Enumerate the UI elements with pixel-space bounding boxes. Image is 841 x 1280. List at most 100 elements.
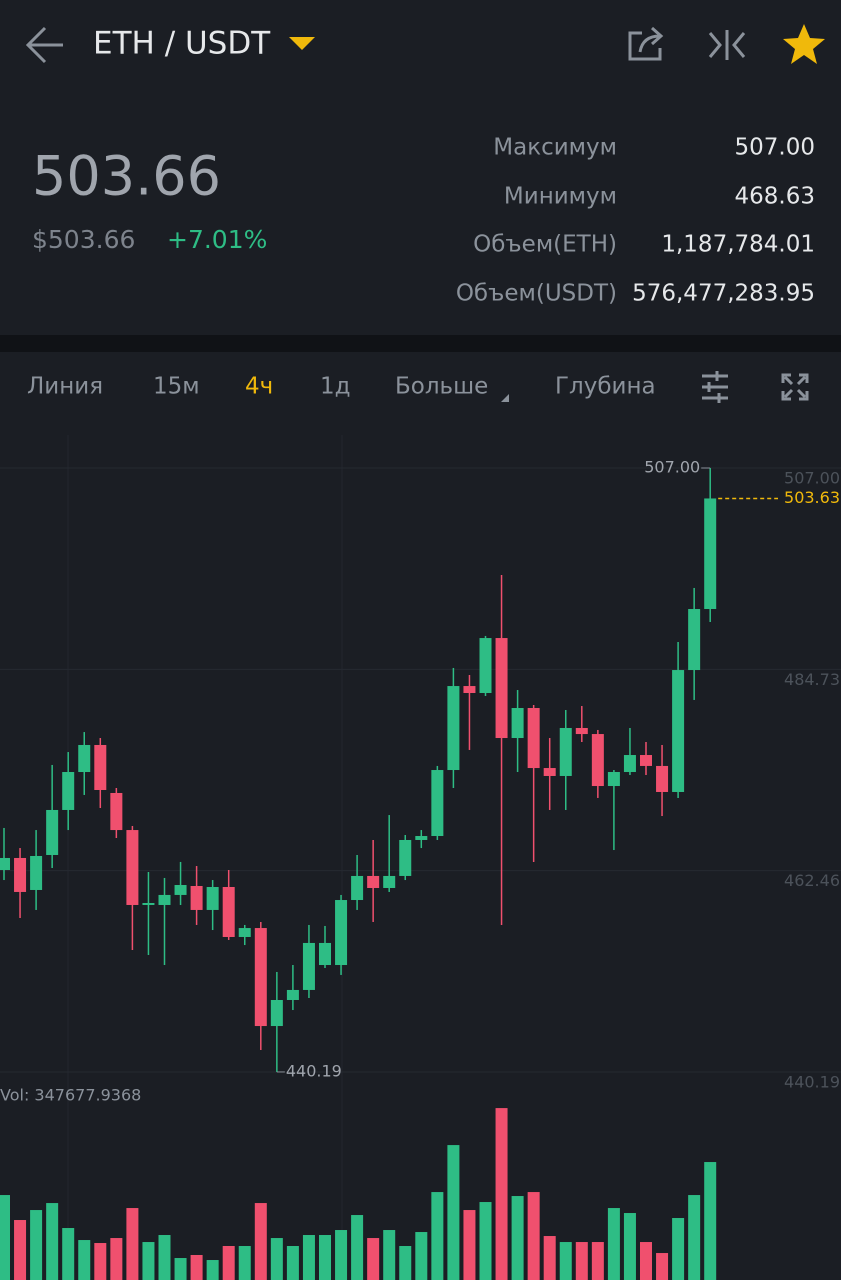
candle-body — [14, 857, 27, 892]
candle-body — [640, 755, 652, 766]
candle-body — [158, 894, 171, 905]
candle-body — [30, 855, 43, 890]
pair-dropdown[interactable] — [289, 37, 315, 50]
volume-bar — [206, 1260, 219, 1280]
volume-bar — [126, 1208, 139, 1280]
volume-bar — [254, 1203, 267, 1280]
price-change: +7.01% — [167, 225, 267, 254]
volume-bar — [142, 1242, 155, 1280]
volume-bar — [335, 1230, 348, 1280]
candle-body — [559, 727, 572, 776]
settings-button[interactable] — [702, 371, 728, 403]
candle-body — [367, 875, 380, 888]
candle-body — [591, 734, 604, 787]
volume-bar — [190, 1254, 203, 1280]
volume-bar — [351, 1215, 364, 1280]
candle-body — [335, 900, 348, 966]
volume-bar — [559, 1242, 572, 1280]
candle-body — [623, 755, 636, 773]
candle-body — [0, 857, 10, 871]
price-line-label: 503.63 — [784, 488, 840, 507]
stat-label: Объем(ETH) — [473, 232, 617, 258]
stat-label: Максимум — [493, 135, 617, 161]
interval-tab-active[interactable]: 4ч — [245, 374, 273, 400]
volume-bar — [640, 1242, 652, 1280]
interval-tab[interactable]: Линия — [27, 374, 103, 400]
volume-bar — [94, 1243, 107, 1280]
candle-body — [46, 809, 59, 855]
candle-body — [351, 875, 364, 901]
volume-bar — [399, 1246, 412, 1280]
volume-bar — [62, 1228, 75, 1280]
interval-tab[interactable]: 1д — [320, 374, 351, 400]
volume-bar — [110, 1238, 123, 1280]
candle-body — [415, 836, 428, 840]
back-button[interactable] — [25, 26, 63, 64]
separator — [0, 335, 841, 352]
depth-tab[interactable]: Глубина — [555, 374, 656, 400]
candle-body — [238, 928, 251, 937]
volume-bar — [479, 1202, 492, 1280]
candle-body — [222, 886, 235, 937]
volume-bar — [174, 1258, 187, 1280]
pair-title[interactable]: ETH / USDT — [93, 26, 271, 62]
y-tick-label: 507.00 — [784, 468, 840, 487]
compare-button[interactable] — [708, 30, 746, 60]
stat-value: 576,477,283.95 — [632, 281, 815, 307]
candle-body — [174, 885, 187, 895]
last-price: 503.66 — [32, 145, 221, 208]
candle-body — [270, 999, 283, 1027]
share-button[interactable] — [628, 26, 664, 61]
max-marker-label: 507.00 — [644, 457, 700, 476]
candle-body — [672, 670, 685, 792]
volume-bar — [78, 1240, 91, 1280]
candle-body — [495, 638, 508, 739]
volume-bar — [543, 1236, 556, 1280]
candle-body — [94, 744, 107, 790]
candle-body — [383, 875, 396, 888]
candle-body — [254, 928, 267, 1027]
candle-body — [688, 609, 701, 671]
candle-body — [607, 772, 620, 787]
candle-body — [142, 902, 155, 905]
price-usd: $503.66 — [32, 225, 135, 254]
candle-body — [656, 765, 669, 792]
stat-value: 1,187,784.01 — [661, 232, 815, 258]
candle-body — [286, 989, 299, 1000]
volume-bar — [0, 1195, 10, 1280]
volume-bar — [623, 1213, 636, 1280]
candle-body — [110, 792, 123, 831]
volume-bar — [431, 1192, 444, 1280]
volume-bar — [14, 1220, 27, 1280]
more-indicator — [501, 394, 509, 402]
volume-bar — [270, 1238, 283, 1280]
volume-bar — [238, 1246, 251, 1280]
volume-bar — [383, 1230, 396, 1280]
candle-body — [319, 942, 331, 966]
candle-body — [431, 770, 444, 837]
candle-body — [463, 686, 476, 693]
y-tick-label: 462.46 — [784, 871, 840, 890]
volume-bar — [495, 1108, 508, 1280]
candle-body — [543, 768, 556, 776]
fullscreen-button[interactable] — [781, 373, 809, 401]
candle-body — [575, 727, 588, 735]
candle-body — [511, 708, 524, 739]
candle-body — [527, 708, 540, 769]
volume-bar — [222, 1246, 235, 1280]
volume-bar — [688, 1195, 701, 1280]
more-tab[interactable]: Больше — [395, 374, 488, 400]
candle-body — [126, 830, 139, 905]
favorite-button[interactable] — [783, 24, 825, 64]
candle-body — [302, 942, 315, 990]
volume-bar — [704, 1162, 717, 1280]
stat-label: Объем(USDT) — [456, 281, 617, 307]
y-tick-label: 484.73 — [784, 670, 840, 689]
volume-bar — [46, 1203, 59, 1280]
stat-label: Минимум — [504, 184, 617, 210]
interval-tab[interactable]: 15м — [153, 374, 200, 400]
candle-body — [62, 772, 75, 810]
